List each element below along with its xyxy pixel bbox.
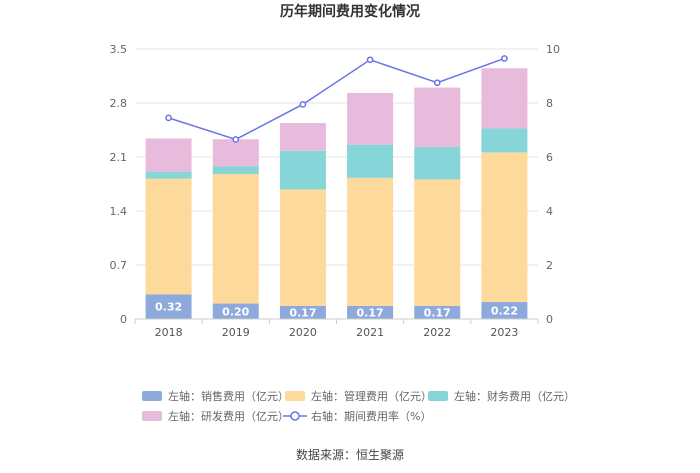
legend-swatch (142, 411, 162, 421)
legend-label: 左轴：研发费用（亿元） (168, 409, 289, 423)
x-axis-tick: 2019 (222, 326, 250, 339)
left-axis-tick: 2.1 (110, 151, 128, 164)
bar-segment-3 (212, 166, 259, 174)
bar-segment-4 (481, 68, 528, 129)
bar-segment-1 (212, 303, 259, 319)
x-axis-tick: 2022 (423, 326, 451, 339)
bar-data-label: 0.20 (222, 305, 249, 318)
bar-segment-4 (212, 139, 259, 167)
bar-segment-2 (414, 179, 461, 306)
right-axis-tick: 0 (546, 313, 553, 326)
right-axis-tick: 2 (546, 259, 553, 272)
bar-segment-3 (145, 171, 192, 179)
left-axis-tick: 3.5 (110, 43, 128, 56)
left-axis-tick: 1.4 (110, 205, 128, 218)
rate-line (168, 57, 505, 141)
rate-point (299, 101, 307, 108)
bar-segment-3 (279, 150, 326, 190)
legend-swatch (428, 391, 448, 401)
legend-swatch (142, 391, 162, 401)
bar-segment-2 (481, 152, 528, 303)
bar-segment-1 (347, 305, 394, 319)
legend-swatch (285, 391, 305, 401)
bar-segment-1 (279, 305, 326, 319)
bar-segment-3 (414, 146, 461, 180)
bar-segment-3 (347, 144, 394, 178)
rate-point (366, 56, 374, 64)
bar-segment-4 (145, 138, 192, 172)
legend-item[interactable]: 左轴：研发费用（亿元） (142, 409, 289, 423)
x-axis-tick: 2023 (490, 326, 518, 339)
legend-item[interactable]: 右轴：期间费用率（%） (283, 409, 431, 423)
bar-segment-1 (414, 305, 461, 319)
bar-data-label: 0.17 (289, 306, 316, 319)
bar-segment-1 (481, 302, 528, 319)
legend-label: 左轴：管理费用（亿元） (311, 389, 432, 403)
x-axis-tick: 2020 (289, 326, 317, 339)
legend-label: 右轴：期间费用率（%） (311, 409, 431, 423)
legend-label: 左轴：销售费用（亿元） (168, 389, 289, 403)
rate-point (501, 55, 508, 62)
bar-segment-4 (414, 87, 461, 147)
bar-segment-4 (347, 92, 394, 145)
bar-segment-3 (481, 128, 528, 153)
left-axis-tick: 0 (120, 313, 127, 326)
bar-segment-2 (212, 173, 259, 304)
x-axis-tick: 2021 (356, 326, 384, 339)
rate-point (433, 79, 441, 87)
bar-data-label: 0.17 (357, 306, 384, 319)
legend-point-swatch (290, 411, 300, 421)
bar-data-label: 0.22 (491, 305, 518, 318)
data-source: 数据来源：恒生聚源 (296, 447, 404, 462)
x-axis-tick: 2018 (155, 326, 183, 339)
legend-label: 左轴：财务费用（亿元） (454, 389, 575, 403)
legend-item[interactable]: 左轴：销售费用（亿元） (142, 389, 289, 403)
bar-data-label: 0.17 (424, 306, 451, 319)
right-axis-tick: 6 (546, 151, 553, 164)
bar-segment-2 (145, 178, 192, 295)
left-axis-tick: 0.7 (110, 259, 128, 272)
rate-point (232, 136, 240, 143)
bar-data-label: 0.32 (155, 301, 182, 314)
left-axis-tick: 2.8 (110, 97, 128, 110)
right-axis-tick: 8 (546, 97, 553, 110)
right-axis-tick: 10 (546, 43, 560, 56)
bar-segment-1 (145, 294, 192, 319)
bar-segment-2 (347, 177, 394, 306)
legend-item[interactable]: 左轴：财务费用（亿元） (428, 389, 575, 403)
bar-segment-4 (279, 123, 326, 151)
bar-segment-2 (279, 189, 326, 306)
legend-item[interactable]: 左轴：管理费用（亿元） (285, 389, 432, 403)
chart-title: 历年期间费用变化情况 (280, 3, 420, 20)
rate-point (165, 114, 172, 122)
right-axis-tick: 4 (546, 205, 553, 218)
